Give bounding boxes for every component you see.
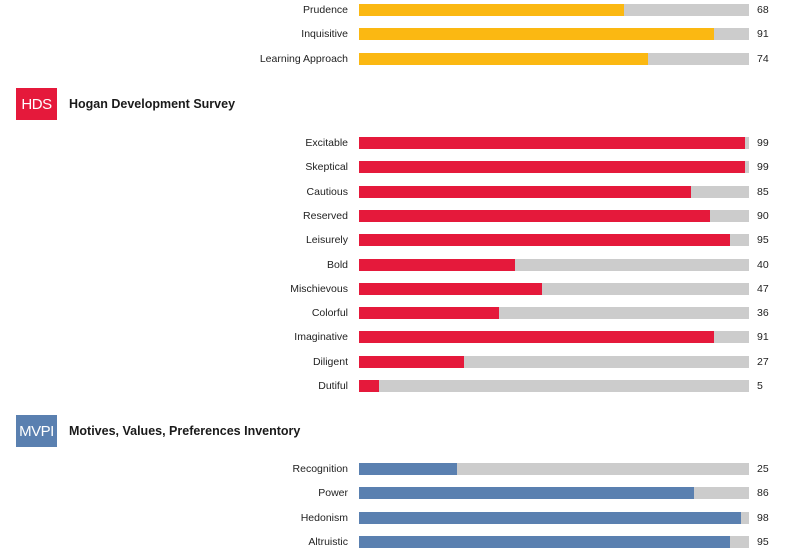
- bar-fill: [359, 356, 464, 368]
- bar-track: [359, 259, 749, 271]
- bar-label: Imaginative: [294, 331, 348, 343]
- bar-track: [359, 331, 749, 343]
- bar-value: 85: [757, 186, 769, 198]
- bar-track: [359, 28, 749, 40]
- hds-bar-row: Colorful 36: [0, 306, 800, 320]
- bar-label: Mischievous: [290, 283, 348, 295]
- hds-bar-row: Cautious 85: [0, 185, 800, 199]
- bar-value: 91: [757, 28, 769, 40]
- bar-value: 27: [757, 356, 769, 368]
- hds-bar-row: Excitable 99: [0, 136, 800, 150]
- bar-track: [359, 487, 749, 499]
- bar-label: Prudence: [303, 4, 348, 16]
- bar-fill: [359, 137, 745, 149]
- hds-bar-row: Skeptical 99: [0, 160, 800, 174]
- bar-fill: [359, 307, 499, 319]
- bar-fill: [359, 331, 714, 343]
- bar-fill: [359, 53, 648, 65]
- bar-label: Colorful: [311, 307, 348, 319]
- hpi-bar-row: Prudence 68: [0, 3, 800, 17]
- bar-label: Leisurely: [305, 234, 348, 246]
- bar-label: Excitable: [305, 137, 348, 149]
- bar-fill: [359, 283, 542, 295]
- bar-value: 47: [757, 283, 769, 295]
- bar-value: 98: [757, 512, 769, 524]
- mvpi-section-title: Motives, Values, Preferences Inventory: [69, 424, 301, 438]
- hds-bar-row: Imaginative 91: [0, 330, 800, 344]
- bar-fill: [359, 463, 457, 475]
- hds-badge: HDS: [16, 88, 57, 120]
- bar-value: 74: [757, 53, 769, 65]
- bar-value: 68: [757, 4, 769, 16]
- hpi-bar-row: Learning Approach 74: [0, 52, 800, 66]
- bar-fill: [359, 512, 741, 524]
- bar-label: Reserved: [303, 210, 348, 222]
- hds-bar-row: Diligent 27: [0, 355, 800, 369]
- bar-track: [359, 53, 749, 65]
- bar-fill: [359, 536, 730, 548]
- bar-track: [359, 283, 749, 295]
- bar-value: 95: [757, 234, 769, 246]
- bar-fill: [359, 4, 624, 16]
- bar-track: [359, 380, 749, 392]
- mvpi-section-header: MVPI Motives, Values, Preferences Invent…: [16, 415, 300, 447]
- mvpi-bar-row: Recognition 25: [0, 462, 800, 476]
- hds-bar-row: Bold 40: [0, 258, 800, 272]
- hds-bar-row: Dutiful 5: [0, 379, 800, 393]
- bar-fill: [359, 28, 714, 40]
- bar-label: Power: [318, 487, 348, 499]
- bar-track: [359, 234, 749, 246]
- bar-label: Learning Approach: [259, 53, 348, 65]
- bar-value: 5: [757, 380, 763, 392]
- bar-value: 99: [757, 137, 769, 149]
- bar-value: 36: [757, 307, 769, 319]
- bar-track: [359, 186, 749, 198]
- bar-track: [359, 307, 749, 319]
- bar-value: 86: [757, 487, 769, 499]
- hds-bar-row: Reserved 90: [0, 209, 800, 223]
- hds-bar-row: Mischievous 47: [0, 282, 800, 296]
- bar-value: 25: [757, 463, 769, 475]
- bar-label: Altruistic: [308, 536, 348, 548]
- bar-track: [359, 463, 749, 475]
- bar-value: 90: [757, 210, 769, 222]
- bar-value: 95: [757, 536, 769, 548]
- mvpi-bar-row: Hedonism 98: [0, 511, 800, 525]
- bar-label: Diligent: [312, 356, 348, 368]
- bar-track: [359, 356, 749, 368]
- bar-label: Dutiful: [318, 380, 348, 392]
- bar-value: 91: [757, 331, 769, 343]
- bar-fill: [359, 380, 379, 392]
- bar-label: Skeptical: [305, 161, 348, 173]
- bar-track: [359, 161, 749, 173]
- bar-value: 40: [757, 259, 769, 271]
- mvpi-badge: MVPI: [16, 415, 57, 447]
- mvpi-bar-row: Altruistic 95: [0, 535, 800, 549]
- bar-label: Inquisitive: [301, 28, 348, 40]
- bar-fill: [359, 186, 691, 198]
- bar-fill: [359, 259, 515, 271]
- bar-value: 99: [757, 161, 769, 173]
- bar-fill: [359, 487, 694, 499]
- bar-track: [359, 512, 749, 524]
- bar-fill: [359, 161, 745, 173]
- hds-section-title: Hogan Development Survey: [69, 97, 236, 111]
- bar-track: [359, 536, 749, 548]
- bar-fill: [359, 210, 710, 222]
- bar-track: [359, 4, 749, 16]
- hds-section-header: HDS Hogan Development Survey: [16, 88, 235, 120]
- bar-label: Cautious: [306, 186, 348, 198]
- hds-bar-row: Leisurely 95: [0, 233, 800, 247]
- bar-label: Bold: [326, 259, 348, 271]
- bar-label: Recognition: [292, 463, 348, 475]
- bar-track: [359, 210, 749, 222]
- bar-label: Hedonism: [300, 512, 348, 524]
- bar-track: [359, 137, 749, 149]
- mvpi-bar-row: Power 86: [0, 486, 800, 500]
- hpi-bar-row: Inquisitive 91: [0, 27, 800, 41]
- bar-fill: [359, 234, 730, 246]
